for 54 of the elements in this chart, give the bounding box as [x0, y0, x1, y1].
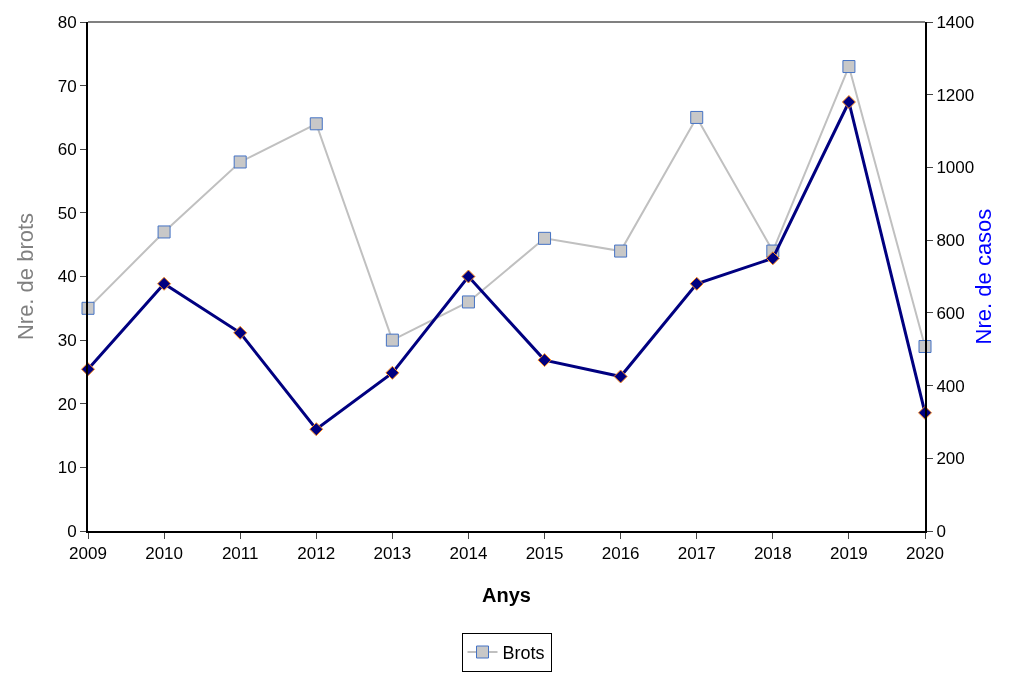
x-tick-label: 2016: [601, 544, 640, 564]
y-tick-label: 80: [57, 12, 77, 32]
y2-tick-label: 0: [936, 521, 946, 541]
x-axis-title: Anys: [482, 584, 531, 606]
y2-tick-label: 1400: [936, 12, 975, 32]
point: [233, 155, 247, 169]
x-tick-label: 2010: [145, 544, 183, 564]
y-axis-title: Nre. de brots: [13, 212, 38, 341]
x-tick-label: 2018: [753, 544, 792, 564]
point: [385, 333, 399, 347]
point: [157, 225, 171, 239]
x-tick-label: 2013: [373, 544, 412, 564]
y2-tick-label: 1200: [936, 85, 975, 105]
point: [309, 422, 324, 437]
point: [81, 301, 95, 315]
x-tick-label: 2015: [525, 544, 564, 564]
point: [841, 94, 856, 109]
y2-tick-label: 1000: [936, 158, 975, 178]
point: [842, 60, 856, 74]
y-tick-label: 60: [57, 140, 77, 160]
x-tick-label: 2011: [221, 544, 259, 564]
point: [233, 325, 248, 340]
y2-tick-label: 600: [936, 303, 965, 323]
y-tick-label: 30: [57, 331, 77, 351]
y-tick-label: 10: [57, 458, 77, 478]
point: [765, 251, 780, 266]
point: [689, 276, 704, 291]
point: [157, 276, 172, 291]
legend-label: Brots: [502, 643, 545, 664]
y2-tick-label: 200: [936, 449, 965, 469]
x-tick-label: 2012: [297, 544, 336, 564]
y-tick-label: 50: [57, 203, 77, 223]
y-tick-label: 40: [57, 267, 77, 287]
point: [538, 231, 552, 245]
y2-tick-label: 400: [936, 376, 965, 396]
x-tick-label: 2009: [69, 544, 107, 564]
point: [537, 353, 552, 368]
x-tick-label: 2014: [449, 544, 488, 564]
point: [385, 365, 400, 380]
x-tick-label: 2020: [906, 544, 944, 564]
y-tick-label: 70: [57, 76, 77, 96]
point: [309, 117, 323, 131]
y-tick-label: 20: [57, 394, 77, 414]
y2-tick-label: 800: [936, 231, 965, 251]
y2-axis-title: Nre. de casos: [971, 208, 996, 345]
point: [918, 339, 932, 353]
x-tick-label: 2017: [677, 544, 716, 564]
point: [613, 369, 628, 384]
x-tick-label: 2019: [830, 544, 868, 564]
point: [461, 269, 476, 284]
y-tick-label: 0: [67, 521, 77, 541]
point: [461, 295, 475, 309]
point: [690, 110, 704, 124]
point: [614, 244, 628, 258]
